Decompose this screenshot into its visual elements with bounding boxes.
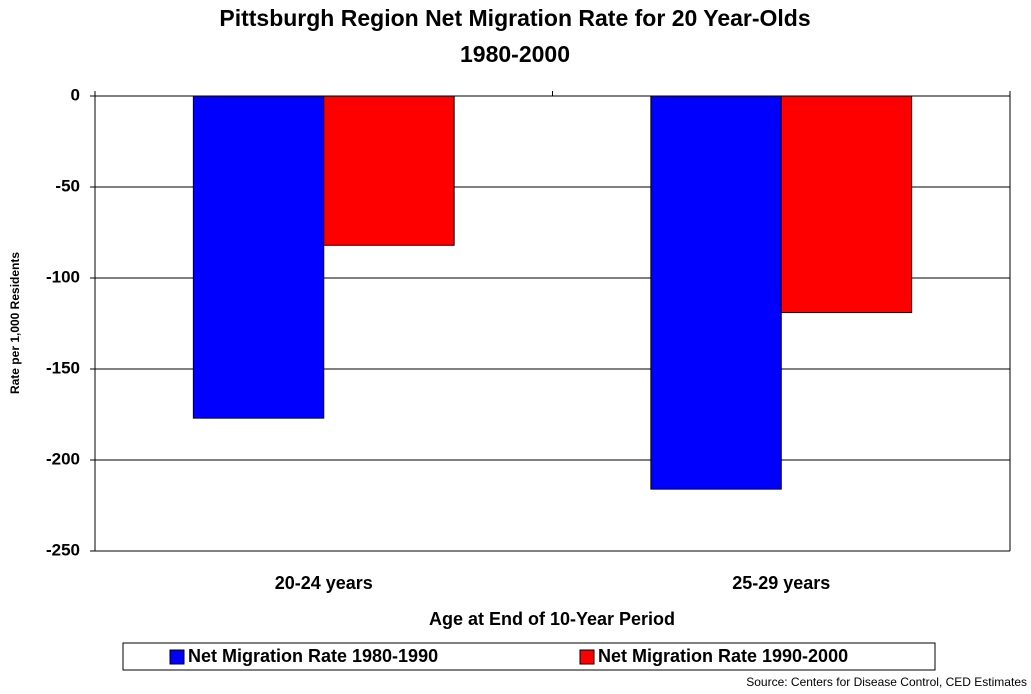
x-axis-label: Age at End of 10-Year Period [429, 609, 675, 629]
legend-swatch [169, 649, 185, 665]
bar [650, 95, 782, 490]
legend-label: Net Migration Rate 1980-1990 [188, 646, 438, 666]
y-tick-label: 0 [71, 85, 80, 104]
y-tick-label: -150 [46, 358, 80, 377]
source-note: Source: Centers for Disease Control, CED… [746, 675, 1027, 689]
bar [323, 95, 455, 246]
y-axis-label: Rate per 1,000 Residents [8, 252, 22, 394]
bar [780, 95, 913, 314]
y-tick-label: -50 [55, 176, 80, 195]
legend-swatch [579, 649, 595, 665]
chart-subtitle: 1980-2000 [460, 41, 570, 67]
chart-title: Pittsburgh Region Net Migration Rate for… [219, 5, 810, 31]
x-tick-label: 20-24 years [275, 573, 373, 593]
y-tick-label: -100 [46, 267, 80, 286]
x-tick-label: 25-29 years [732, 573, 830, 593]
legend-label: Net Migration Rate 1990-2000 [598, 646, 848, 666]
y-tick-label: -200 [46, 449, 80, 468]
legend-box [122, 642, 936, 671]
bar [192, 95, 325, 419]
y-tick-label: -250 [46, 540, 80, 559]
